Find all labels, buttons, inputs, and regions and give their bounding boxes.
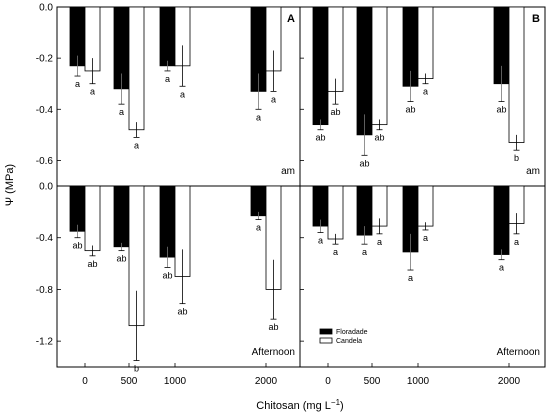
significance-letter: b (514, 153, 519, 163)
significance-letter: ab (374, 133, 384, 143)
panel-letter: A (287, 13, 295, 25)
x-tick-label: 1000 (164, 376, 187, 387)
bar-candela (508, 6, 525, 143)
bar-candela (128, 6, 145, 131)
period-label: Afternoon (497, 347, 540, 358)
significance-letter: a (134, 140, 139, 150)
significance-letter: ab (177, 307, 187, 317)
y-tick-label: -0.4 (36, 105, 54, 116)
bar-candela (371, 6, 388, 126)
bar-candela (327, 185, 344, 240)
legend-swatch-candela (319, 337, 333, 344)
significance-letter: a (119, 107, 124, 117)
period-label: am (281, 166, 295, 177)
x-tick-label: 2000 (255, 376, 278, 387)
legend-swatch-floradade (319, 328, 333, 335)
significance-letter: ab (315, 133, 325, 143)
panel-letter: B (532, 13, 540, 25)
x-tick-labels: 0 500 1000 2000 0 500 1000 2000 (82, 363, 521, 387)
period-label: am (526, 166, 540, 177)
bar-candela (84, 185, 101, 252)
significance-letter: a (499, 263, 504, 273)
x-axis-label: Chitosan (mg L−1) (256, 398, 343, 412)
legend: Floradade Candela (319, 328, 368, 345)
significance-letter: a (514, 237, 519, 247)
y-tick-label: 0.0 (39, 3, 53, 14)
significance-letter: ab (405, 105, 415, 115)
period-label: Afternoon (252, 347, 295, 358)
significance-letter: ab (72, 241, 82, 251)
significance-letter: a (377, 237, 382, 247)
y-tick-label: -0.2 (36, 54, 54, 65)
x-axis-label-main: Chitosan (mg L (256, 400, 331, 412)
bar-floradade (159, 185, 176, 258)
y-tick-label: -0.8 (36, 285, 54, 296)
significance-letter: a (75, 79, 80, 89)
significance-letter: ab (359, 158, 369, 168)
significance-letter: a (423, 87, 428, 97)
bar-candela (417, 185, 434, 227)
significance-letter: a (423, 233, 428, 243)
y-tick-label: -0.6 (36, 156, 54, 167)
bar-floradade (493, 185, 510, 255)
bar-floradade (159, 6, 176, 67)
significance-letter: ab (496, 105, 506, 115)
bar-floradade (113, 185, 130, 248)
legend-label-floradade: Floradade (336, 329, 368, 336)
x-tick-label: 1000 (407, 376, 430, 387)
y-tick-label: -1.2 (36, 337, 54, 348)
x-tick-label: 0 (82, 376, 88, 387)
panels-layer: 0.0-0.2-0.4-0.6aaaaaaaaAamabababababaabb… (36, 3, 546, 374)
x-axis-label-close: ) (340, 400, 344, 412)
significance-letter: a (90, 87, 95, 97)
significance-letter: ab (87, 259, 97, 269)
y-axis-label: Ψ (MPa) (4, 164, 16, 206)
significance-letter: a (362, 247, 367, 257)
significance-letter: a (256, 112, 261, 122)
legend-label-candela: Candela (336, 338, 362, 345)
significance-letter: a (165, 74, 170, 84)
significance-letter: a (271, 94, 276, 104)
significance-letter: b (134, 364, 139, 374)
significance-letter: a (333, 247, 338, 257)
significance-letter: a (318, 236, 323, 246)
bar-floradade (312, 6, 329, 126)
significance-letter: ab (330, 107, 340, 117)
bar-floradade (250, 185, 267, 217)
y-tick-label: -0.4 (36, 233, 54, 244)
bar-candela (417, 6, 434, 79)
bar-floradade (69, 185, 86, 232)
significance-letter: a (408, 273, 413, 283)
significance-letter: a (180, 89, 185, 99)
y-tick-label: 0.0 (39, 182, 53, 193)
x-tick-label: 500 (364, 376, 381, 387)
significance-letter: ab (162, 270, 172, 280)
x-tick-label: 500 (121, 376, 138, 387)
x-axis-label-superscript: −1 (331, 398, 341, 407)
x-tick-label: 0 (325, 376, 331, 387)
significance-letter: ab (268, 322, 278, 332)
x-tick-label: 2000 (498, 376, 521, 387)
significance-letter: a (256, 223, 261, 233)
significance-letter: ab (116, 254, 126, 264)
